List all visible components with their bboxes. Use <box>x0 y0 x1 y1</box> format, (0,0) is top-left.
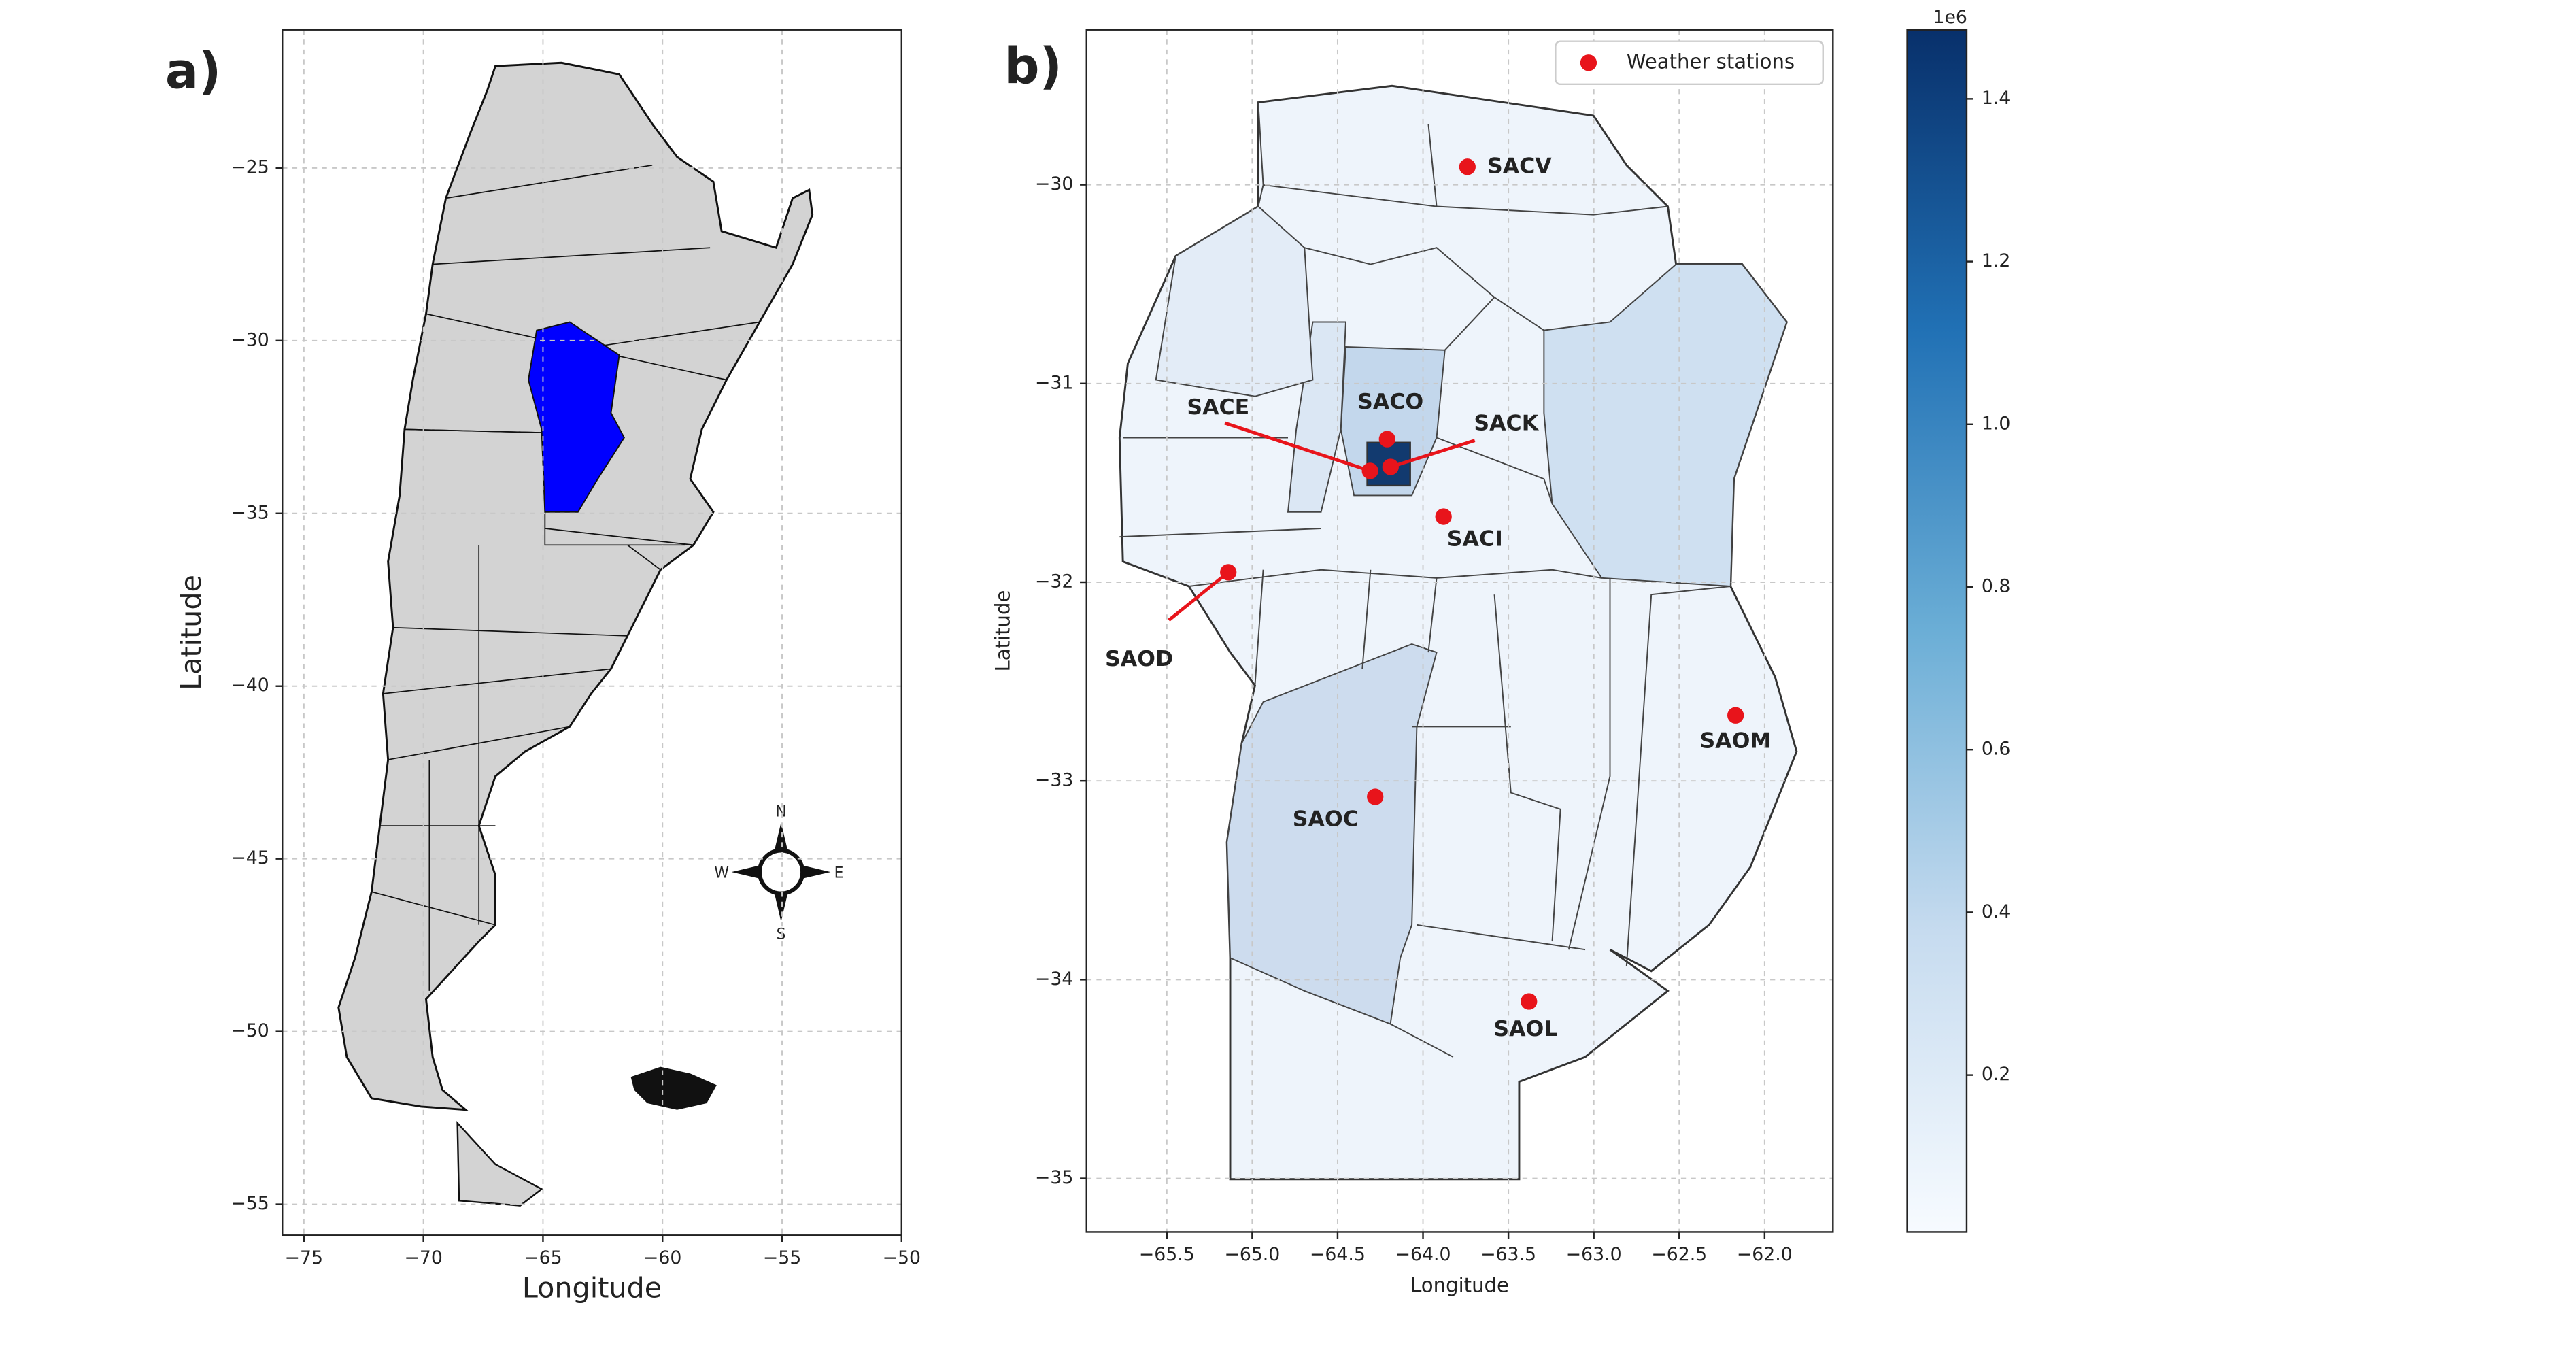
y-tick-label: −31 <box>1035 372 1073 393</box>
y-tick-label: −35 <box>231 502 269 523</box>
station-label: SACK <box>1474 411 1539 435</box>
x-tick-label: −62.5 <box>1651 1244 1707 1265</box>
station-marker <box>1367 788 1384 805</box>
station-label: SAOL <box>1493 1017 1557 1041</box>
compass-label: W <box>714 865 729 882</box>
legend-box <box>1555 40 1824 86</box>
colorbar-tick-label: 1.4 <box>1982 88 2010 109</box>
y-tick-label: −30 <box>1035 173 1073 195</box>
colorbar-tick-label: 1.2 <box>1982 250 2010 271</box>
y-tick-label: −25 <box>231 156 269 178</box>
y-axis-label: Latitude <box>991 590 1014 672</box>
colorbar <box>1906 29 1968 1233</box>
station-label: SACV <box>1487 154 1552 178</box>
y-tick-label: −50 <box>231 1020 269 1041</box>
station-label: SAOM <box>1699 729 1771 754</box>
department <box>1226 643 1438 1025</box>
station-marker <box>1220 564 1237 581</box>
x-tick-label: −64.5 <box>1310 1244 1366 1265</box>
argentina <box>337 61 814 1111</box>
legend-label: Weather stations <box>1627 50 1795 73</box>
cordoba-map <box>1118 84 1798 1181</box>
department-boundaries <box>1119 102 1731 1058</box>
x-tick-label: −63.5 <box>1480 1244 1536 1265</box>
x-axis-label: Longitude <box>1410 1274 1509 1297</box>
x-axis-label: Longitude <box>522 1271 662 1304</box>
y-axis-label: Latitude <box>175 575 207 690</box>
legend-marker <box>1580 54 1597 71</box>
panel-label: b) <box>1004 37 1062 95</box>
colorbar-tick-label: 1.0 <box>1982 413 2010 434</box>
cordoba-region <box>528 321 625 513</box>
station-label: SACE <box>1187 395 1249 420</box>
department <box>1155 205 1314 397</box>
station-label: SACO <box>1357 390 1423 414</box>
y-tick-label: −32 <box>1035 571 1073 592</box>
station-label: SAOC <box>1293 807 1359 832</box>
panel-label: a) <box>165 42 221 100</box>
axes-frame <box>1085 29 1834 1233</box>
argentina-map: N E S W <box>337 61 844 1207</box>
x-tick-label: −64.0 <box>1395 1244 1451 1265</box>
x-tick-label: −50 <box>883 1247 921 1268</box>
x-tick-label: −55 <box>763 1247 801 1268</box>
plot-layer: −75 −70 −65 −60 −55 −50 −25 −30 −35 −40 −45 −50 −55 L… <box>165 7 2010 1304</box>
x-tick-label: −75 <box>285 1247 323 1268</box>
leader-line <box>1224 421 1371 473</box>
compass <box>757 848 805 896</box>
colorbar-tick-label: 0.2 <box>1982 1064 2010 1085</box>
y-tick-label: −34 <box>1035 969 1073 990</box>
station-marker <box>1378 431 1395 448</box>
x-tick-label: −60 <box>643 1247 681 1268</box>
station-marker <box>1521 993 1538 1010</box>
colorbar-offset: 1e6 <box>1933 7 1967 28</box>
colorbar-tick-label: 0.4 <box>1982 901 2010 922</box>
x-tick-label: −63.0 <box>1566 1244 1622 1265</box>
compass-arrows <box>731 822 831 922</box>
y-tick-label: −55 <box>231 1193 269 1214</box>
leader-line <box>1390 439 1476 469</box>
compass-label: S <box>777 926 786 943</box>
station-marker <box>1435 508 1452 525</box>
x-tick-label: −62.0 <box>1737 1244 1793 1265</box>
x-tick-label: −65 <box>524 1247 562 1268</box>
department <box>1543 263 1788 588</box>
x-tick-label: −65.5 <box>1139 1244 1195 1265</box>
department <box>1287 321 1347 513</box>
colorbar-tick-label: 0.8 <box>1982 575 2010 596</box>
station-label: SACI <box>1447 527 1503 552</box>
y-tick-label: −33 <box>1035 770 1073 791</box>
y-tick-label: −45 <box>231 847 269 869</box>
y-tick-label: −35 <box>1035 1167 1073 1188</box>
station-marker <box>1459 158 1476 175</box>
y-tick-label: −40 <box>231 675 269 696</box>
x-tick-label: −65.0 <box>1224 1244 1280 1265</box>
x-tick-label: −70 <box>404 1247 442 1268</box>
compass-label: E <box>834 865 844 882</box>
y-tick-label: −30 <box>231 329 269 350</box>
tierra-del-fuego <box>456 1120 543 1207</box>
malvinas <box>630 1066 717 1110</box>
station-marker <box>1727 707 1744 724</box>
station-marker <box>1382 458 1399 475</box>
station-marker <box>1361 462 1378 479</box>
leader-line <box>1168 571 1230 622</box>
compass-label: N <box>775 804 786 821</box>
station-label: SAOD <box>1105 647 1173 671</box>
axes-frame <box>282 29 903 1236</box>
colorbar-tick-label: 0.6 <box>1982 739 2010 760</box>
